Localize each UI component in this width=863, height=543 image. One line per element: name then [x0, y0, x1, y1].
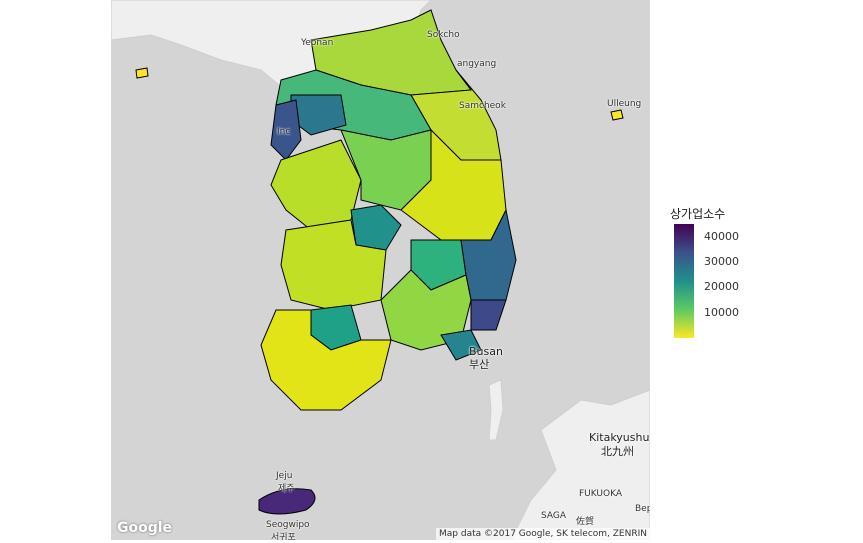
place-label-saga: SAGA — [541, 511, 567, 521]
region-jeonnam — [260, 309, 392, 411]
place-label-kitakyushu-ja: 北九州 — [601, 445, 634, 458]
place-label-gangneung: angyang — [457, 59, 497, 69]
place-label-jeju-ko: 제주 — [278, 484, 295, 494]
region-busan — [440, 329, 482, 361]
legend-tick-label: 20000 — [704, 280, 739, 294]
legend-tick — [694, 262, 698, 263]
region-choropleth — [258, 9, 517, 515]
legend-tick-label: 10000 — [704, 305, 739, 319]
place-label-ulleung: Ulleung — [607, 99, 642, 109]
legend: 상가업소수 40000 30000 20000 10000 — [668, 202, 758, 342]
place-label-yeonan: Yeonan — [301, 38, 334, 48]
map-panel[interactable]: Yeonan Sokcho angyang Samcheok Ulleung I… — [111, 0, 650, 540]
map-attribution[interactable]: Map data ©2017 Google, SK telecom, ZENRI… — [436, 528, 650, 540]
place-label-busan-ko: 부산 — [469, 358, 490, 371]
place-label-incheon: Inc — [277, 127, 291, 137]
legend-tick-label: 40000 — [704, 229, 739, 243]
place-label-kitakyushu: Kitakyushu — [589, 431, 650, 444]
place-label-beppu: Bep — [635, 504, 650, 514]
place-label-seogwipo: Seogwipo — [266, 520, 310, 530]
map-svg — [111, 0, 650, 540]
legend-tick-label: 30000 — [704, 255, 739, 268]
region-jeju-island — [258, 488, 316, 515]
ulleung-island — [610, 109, 624, 121]
region-ulsan — [470, 299, 507, 331]
place-label-sokcho: Sokcho — [427, 30, 460, 40]
place-label-busan: Busan — [469, 345, 503, 358]
region-incheon — [270, 99, 302, 161]
baengnyeong-island — [135, 67, 149, 79]
region-daejeon — [350, 204, 402, 251]
japan-kyushu-land — [510, 389, 650, 540]
google-logo: Google — [117, 520, 173, 536]
place-label-samcheok: Samcheok — [459, 101, 506, 111]
legend-color-bar — [674, 224, 694, 338]
place-label-fukuoka: FUKUOKA — [579, 489, 622, 499]
legend-tick — [694, 287, 698, 289]
legend-title: 상가업소수 — [670, 207, 726, 221]
place-label-jeju: Jeju — [276, 471, 293, 481]
legend-tick — [694, 312, 698, 314]
place-label-seogwipo-ko: 서귀포 — [271, 533, 296, 540]
legend-tick — [694, 236, 698, 238]
tsushima-island — [488, 379, 504, 441]
place-label-saga-ja: 佐賀 — [576, 517, 595, 527]
